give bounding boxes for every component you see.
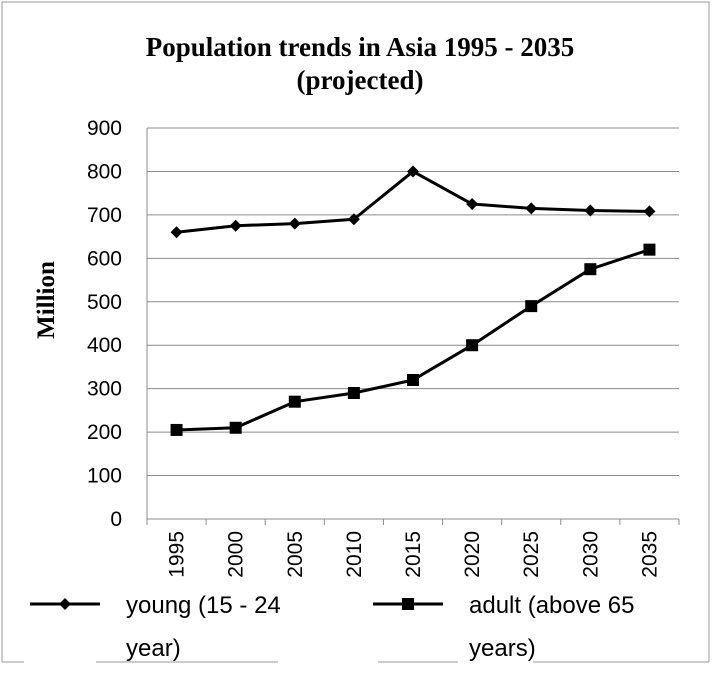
data-point-diamond — [525, 202, 538, 215]
chart-border — [1, 1, 710, 662]
x-tick-label: 2020 — [461, 531, 484, 578]
data-point-square — [347, 387, 360, 400]
x-tick-label: 2015 — [402, 531, 425, 578]
y-tick-label: 800 — [87, 160, 122, 183]
y-tick-label: 900 — [87, 117, 122, 140]
series-line-square — [176, 248, 650, 432]
data-point-diamond — [347, 213, 360, 226]
x-tick-label: 2035 — [638, 531, 661, 578]
y-tick-label: 700 — [87, 204, 122, 227]
data-point-square — [466, 339, 479, 352]
data-point-diamond — [229, 219, 242, 232]
y-axis-label: Million — [33, 261, 60, 339]
x-tick-label: 2025 — [520, 531, 543, 578]
data-point-diamond — [407, 165, 419, 178]
y-tick-label: 600 — [87, 247, 122, 270]
legend-label-line-1: adult (above 65 — [469, 592, 634, 619]
gridlines — [147, 127, 679, 477]
legend-label-line-1: young (15 - 24 — [126, 592, 281, 619]
data-point-square — [229, 421, 242, 434]
chart-title-line-1: Population trends in Asia 1995 - 2035 — [146, 32, 575, 62]
x-tick-label: 1995 — [166, 531, 189, 578]
y-tick-labels: 0 100 200 300 400 500 600 700 800 900 — [87, 117, 122, 531]
chart-title-line-2: (projected) — [297, 65, 424, 95]
data-point-square — [525, 300, 538, 313]
axes — [146, 128, 680, 525]
y-tick-label: 100 — [87, 465, 122, 488]
data-point-diamond — [584, 204, 597, 217]
data-point-square — [288, 395, 301, 408]
legend-label-line-2: years) — [469, 635, 536, 662]
data-point-diamond — [288, 217, 301, 230]
series — [170, 165, 656, 436]
x-tick-label: 2010 — [343, 531, 366, 578]
legend-marker-diamond — [59, 598, 71, 610]
y-tick-label: 300 — [87, 378, 122, 401]
data-point-square — [407, 373, 419, 386]
data-point-diamond — [170, 226, 183, 239]
data-point-square — [643, 243, 656, 256]
x-tick-label: 2000 — [225, 531, 248, 578]
x-tick-label: 2005 — [284, 531, 307, 578]
y-tick-label: 500 — [87, 291, 122, 314]
y-tick-label: 0 — [110, 508, 122, 531]
data-point-diamond — [466, 198, 479, 211]
legend: young (15 - 24 year) adult (above 65 years) — [30, 592, 634, 662]
x-tick-labels: 1995 2000 2005 2010 2015 2020 2025 2030 2035 — [166, 531, 662, 578]
y-tick-label: 400 — [87, 334, 122, 357]
data-point-square — [170, 423, 183, 436]
data-point-square — [584, 263, 597, 276]
legend-marker-square — [402, 598, 414, 610]
y-tick-label: 200 — [87, 421, 122, 444]
legend-label-line-2: year) — [126, 635, 181, 662]
series-line-diamond — [176, 169, 650, 234]
data-point-diamond — [643, 205, 656, 218]
x-tick-label: 2030 — [579, 531, 602, 578]
